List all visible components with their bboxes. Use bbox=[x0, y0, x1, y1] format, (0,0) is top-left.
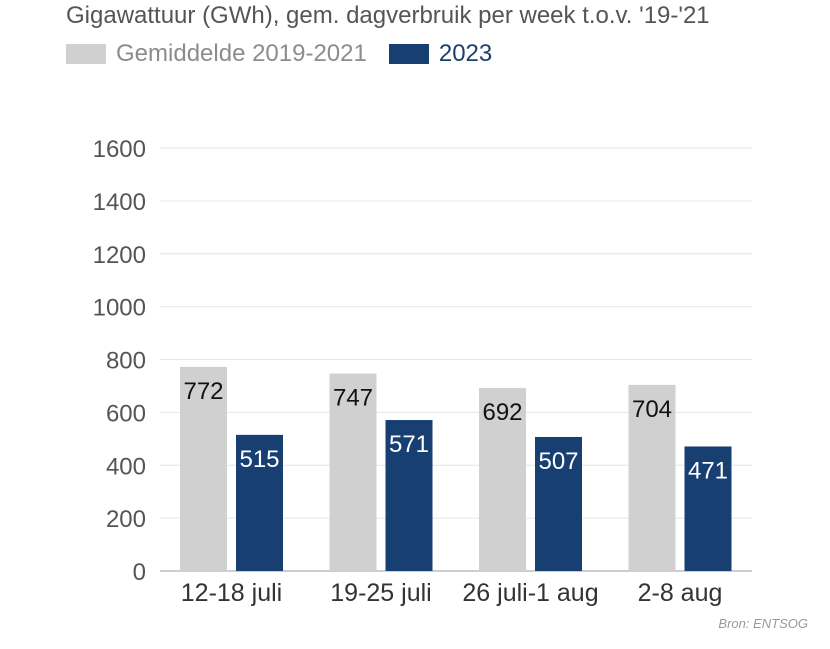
y-tick-label: 0 bbox=[133, 559, 146, 586]
y-tick-label: 200 bbox=[106, 506, 146, 533]
bar-2023 bbox=[535, 436, 582, 571]
legend: Gemiddelde 2019-2021 2023 bbox=[66, 40, 514, 68]
category-label: 2-8 aug bbox=[638, 579, 723, 607]
category-labels: 12-18 juli 19-25 juli 26 juli-1 aug 2-8 aug bbox=[181, 579, 723, 607]
bars: 772 515 747 571 692 507 704 471 bbox=[180, 366, 732, 571]
chart-title: Gigawattuur (GWh), gem. dagverbruik per … bbox=[66, 2, 710, 29]
category-label: 12-18 juli bbox=[181, 579, 282, 607]
legend-swatch-average bbox=[66, 44, 106, 64]
bar-average bbox=[329, 373, 377, 571]
bar-2023 bbox=[684, 446, 732, 571]
bar-average bbox=[628, 384, 676, 571]
category-label: 26 juli-1 aug bbox=[462, 579, 598, 607]
bar-average bbox=[180, 366, 227, 571]
bar-value-label: 747 bbox=[333, 385, 373, 412]
bar-value-label: 507 bbox=[538, 448, 578, 475]
bar-value-label: 471 bbox=[688, 457, 728, 484]
y-tick-label: 1400 bbox=[93, 189, 146, 216]
legend-item-average: Gemiddelde 2019-2021 bbox=[66, 40, 367, 68]
y-tick-label: 600 bbox=[106, 400, 146, 427]
legend-label-2023: 2023 bbox=[438, 40, 493, 67]
category-label: 19-25 juli bbox=[330, 579, 431, 607]
y-tick-label: 800 bbox=[106, 348, 146, 375]
bar-value-label: 772 bbox=[183, 378, 223, 405]
bar-value-label: 704 bbox=[632, 396, 672, 423]
bar-value-label: 692 bbox=[482, 399, 522, 426]
bar-value-label: 515 bbox=[239, 446, 279, 473]
y-tick-label: 400 bbox=[106, 453, 146, 480]
legend-swatch-2023 bbox=[388, 44, 429, 64]
y-tick-label: 1200 bbox=[93, 242, 146, 269]
y-tick-label: 1000 bbox=[93, 295, 146, 322]
bar-value-label: 571 bbox=[389, 431, 429, 458]
legend-item-2023: 2023 bbox=[388, 40, 493, 68]
y-tick-label: 1600 bbox=[93, 136, 146, 163]
legend-label-average: Gemiddelde 2019-2021 bbox=[116, 40, 367, 67]
bar-2023 bbox=[236, 434, 283, 571]
y-axis-ticks: 0 200 400 600 800 1000 1200 1400 1600 bbox=[93, 136, 146, 586]
source-note: Bron: ENTSOG bbox=[718, 616, 808, 631]
bar-average bbox=[479, 388, 526, 571]
bar-2023 bbox=[385, 420, 433, 571]
